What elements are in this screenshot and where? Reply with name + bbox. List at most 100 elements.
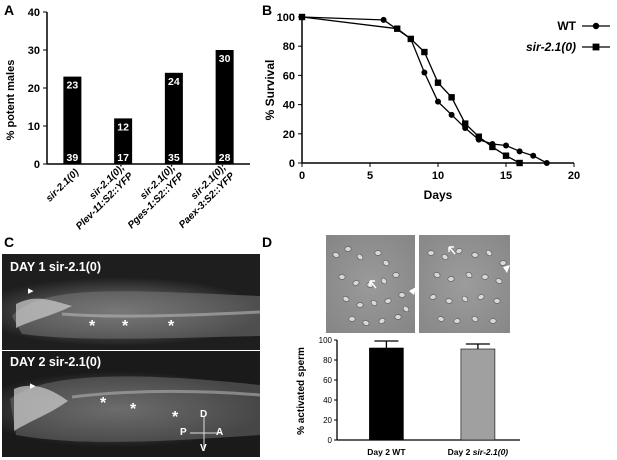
data-point [448, 94, 455, 101]
dic-image-wt [326, 235, 415, 333]
sperm-cell [455, 248, 463, 254]
sperm-cell [402, 305, 410, 313]
sperm-cell [332, 252, 340, 258]
panel-letter-b: B [262, 2, 273, 18]
category-label: sir-2.1(0) [44, 167, 82, 205]
category-label: Day 2 sir-2.1(0) [448, 447, 509, 457]
bar [164, 72, 183, 164]
data-point [475, 133, 482, 140]
asterisk-marker: * [130, 401, 137, 418]
panel-b-survival-chart: % Survival Days 0 20 40 60 80 100 0 5 10 15 20 WT s… [263, 12, 610, 202]
data-point [448, 111, 455, 118]
arrowhead-marker [503, 265, 510, 273]
sperm-cell [453, 318, 461, 324]
sperm-cell [465, 272, 473, 278]
panel-b-y-axis-label: % Survival [263, 60, 277, 121]
bar-top-label: 12 [117, 121, 129, 133]
sperm-cell [499, 260, 507, 266]
micrograph-day1-label: DAY 1 sir-2.1(0) [10, 260, 102, 274]
data-point [462, 120, 469, 127]
compass-posterior: P [180, 427, 187, 438]
sperm-cell [342, 296, 350, 302]
panel-b-x-axis-label: Days [424, 188, 453, 202]
data-point [421, 69, 428, 76]
data-point [503, 142, 509, 149]
category-label: Day 2 WT [367, 447, 406, 457]
data-point [394, 25, 401, 32]
dic-image-mutant [419, 235, 510, 333]
sperm-cell [374, 250, 382, 256]
panel-d-y-axis-label: % activated sperm [296, 347, 307, 435]
sperm-cell [352, 280, 360, 286]
worm-body-day1 [12, 291, 260, 339]
x-tick-label: 10 [432, 170, 444, 182]
data-point [435, 98, 441, 105]
sperm-cell [461, 295, 469, 303]
y-tick-label: 0 [289, 158, 295, 170]
arrowhead-marker [409, 287, 415, 295]
legend-label: WT [557, 19, 576, 33]
y-tick-label: 100 [277, 12, 295, 24]
y-tick-label: 0 [34, 159, 40, 171]
data-point [516, 148, 523, 155]
x-tick-label: 0 [299, 170, 305, 182]
arrow-marker [369, 280, 377, 289]
y-tick-label: 80 [283, 41, 295, 53]
y-tick-label: 80 [323, 356, 332, 365]
sperm-cell [378, 318, 386, 324]
data-point [502, 152, 510, 159]
panel-letter-d: D [262, 234, 273, 250]
bar-bottom-label: 17 [117, 152, 129, 164]
sperm-cell [356, 253, 364, 261]
sperm-cell [384, 298, 392, 304]
asterisk-marker: * [172, 409, 179, 426]
sperm-cell [338, 274, 346, 280]
sperm-cell [362, 320, 370, 326]
arrowhead-marker: ▸ [30, 380, 36, 392]
sperm-cell [493, 298, 501, 304]
sperm-cell [471, 252, 479, 258]
worm-body-day2 [10, 376, 260, 442]
series-line [301, 16, 548, 164]
y-tick-label: 30 [28, 45, 40, 57]
panel-a-bar-chart: % potent males 0 10 20 30 40 23 39 sir-2.1(0) 12… [5, 7, 250, 232]
legend-marker [592, 22, 600, 30]
bar [460, 348, 496, 441]
bar-bottom-label: 39 [67, 152, 79, 164]
x-tick-label: 5 [367, 170, 373, 182]
data-point [543, 160, 550, 166]
data-point [434, 79, 442, 86]
sperm-cell [485, 249, 493, 257]
panel-letter-c: C [4, 234, 15, 250]
y-tick-label: 60 [323, 376, 332, 385]
data-point [530, 152, 537, 159]
y-tick-label: 40 [28, 7, 40, 19]
bar-top-label: 30 [219, 53, 231, 65]
micrograph-day2-label: DAY 2 sir-2.1(0) [10, 355, 102, 369]
micrograph-day2: DAY 2 sir-2.1(0) ▸ * * * D P A V [2, 351, 260, 457]
sperm-cell [370, 300, 378, 306]
y-tick-label: 40 [283, 100, 295, 112]
orientation-compass [190, 417, 222, 451]
compass-ventral: V [200, 443, 207, 454]
sperm-cell [433, 272, 441, 278]
y-tick-label: 40 [323, 396, 332, 405]
sperm-cell [382, 260, 390, 266]
sperm-cell [441, 254, 449, 260]
sperm-cell [481, 274, 489, 280]
y-tick-label: 20 [323, 416, 332, 425]
asterisk-marker: * [122, 318, 129, 335]
sperm-cell [356, 302, 364, 308]
bar-bottom-label: 35 [168, 152, 180, 164]
y-tick-label: 100 [319, 336, 333, 345]
sperm-cell [348, 316, 356, 322]
arrowhead-marker: ▸ [28, 285, 34, 297]
panel-letter-a: A [4, 2, 15, 18]
sperm-cell [447, 276, 455, 282]
y-tick-label: 20 [28, 83, 40, 95]
sperm-cell [495, 278, 503, 284]
asterisk-marker: * [100, 395, 107, 412]
data-point [407, 35, 414, 43]
sperm-cell [445, 298, 453, 304]
asterisk-marker: * [168, 318, 175, 335]
